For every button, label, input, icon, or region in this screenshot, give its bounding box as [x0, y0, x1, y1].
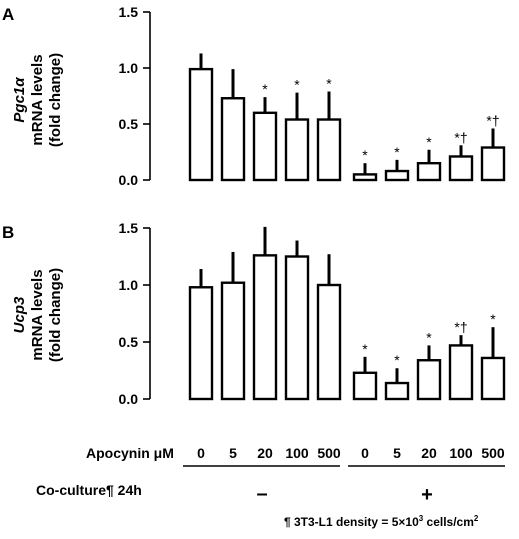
- apocynin-value-0: 0: [197, 445, 205, 461]
- bar-a-0: [188, 67, 214, 182]
- significance-a-7: *: [426, 134, 432, 150]
- panel-b-gene: Ucp3: [11, 296, 28, 333]
- apocynin-value-7: 20: [421, 445, 437, 461]
- bar-b-8: [448, 344, 474, 401]
- bar-a-1: [220, 97, 246, 182]
- significance-b-8: *†: [454, 319, 467, 335]
- y-tick-label-b-0: 0.0: [119, 391, 139, 407]
- bar-a-2: [252, 111, 278, 182]
- significance-b-7: *: [426, 329, 432, 345]
- significance-a-3: *: [294, 77, 300, 93]
- panel-a-ylabel: Pgc1α mRNA levels (fold change): [11, 53, 64, 147]
- bar-a-5: [352, 173, 378, 182]
- significance-b-5: *: [362, 341, 368, 357]
- bar-b-4: [316, 283, 342, 401]
- bar-b-0: [188, 286, 214, 401]
- panel-b-ylabel-line3: (fold change): [47, 268, 64, 362]
- bar-a-6: [384, 169, 410, 182]
- bar-a-4: [316, 118, 342, 182]
- panel-b-ylabel: Ucp3 mRNA levels (fold change): [11, 268, 64, 362]
- y-tick-label-b-2: 1.0: [119, 277, 139, 293]
- panel-b-letter: B: [2, 223, 14, 242]
- bar-b-7: [416, 359, 442, 401]
- bar-a-9: [480, 146, 506, 182]
- y-tick-label-a-0: 0.0: [119, 172, 139, 188]
- plot-b: 0.0 0.5 1.0 1.5 * * * *† *: [119, 220, 506, 407]
- significance-a-4: *: [326, 76, 332, 92]
- bar-b-6: [384, 381, 410, 401]
- apocynin-value-9: 500: [481, 445, 505, 461]
- coculture-plus: +: [421, 484, 433, 506]
- bar-b-2: [252, 254, 278, 401]
- panel-a-ylabel-line3: (fold change): [47, 53, 64, 147]
- significance-a-2: *: [262, 81, 268, 97]
- density-footnote: ¶ 3T3-L1 density = 5×103 cells/cm2: [284, 514, 478, 529]
- y-tick-label-b-1: 0.5: [119, 334, 139, 350]
- apocynin-value-5: 0: [361, 445, 369, 461]
- significance-a-5: *: [362, 147, 368, 163]
- coculture-minus: –: [256, 483, 267, 505]
- bar-b-1: [220, 281, 246, 401]
- significance-a-6: *: [394, 144, 400, 160]
- bar-a-7: [416, 161, 442, 182]
- apocynin-value-4: 500: [317, 445, 341, 461]
- panel-b-ylabel-line2: mRNA levels: [29, 269, 46, 360]
- panel-a-ylabel-line2: mRNA levels: [29, 54, 46, 145]
- footnote-exponent-2: 2: [473, 514, 479, 523]
- apocynin-label: Apocynin μM: [86, 445, 174, 461]
- bar-a-3: [284, 118, 310, 182]
- y-tick-label-a-2: 1.0: [119, 60, 139, 76]
- apocynin-value-6: 5: [393, 445, 401, 461]
- bar-a-8: [448, 155, 474, 182]
- footnote-prefix: ¶ 3T3-L1 density = 5×10: [284, 515, 419, 529]
- coculture-label: Co-culture¶ 24h: [36, 482, 142, 498]
- significance-a-8: *†: [454, 129, 467, 145]
- apocynin-values: 0 5 20 100 500 0 5 20 100 500: [197, 445, 505, 461]
- apocynin-value-8: 100: [449, 445, 473, 461]
- bar-b-5: [352, 371, 378, 401]
- y-tick-label-a-3: 1.5: [119, 4, 139, 20]
- apocynin-value-2: 20: [257, 445, 273, 461]
- apocynin-value-3: 100: [285, 445, 309, 461]
- plot-a: 0.0 0.5 1.0 1.5 * * * * * * *† *†: [119, 4, 506, 188]
- significance-b-6: *: [394, 352, 400, 368]
- footnote-suffix: cells/cm: [423, 515, 474, 529]
- bar-b-3: [284, 255, 310, 401]
- significance-b-9: *: [490, 311, 496, 327]
- bar-b-9: [480, 356, 506, 401]
- significance-a-9: *†: [486, 112, 499, 128]
- y-tick-label-b-3: 1.5: [119, 220, 139, 236]
- footnote-exponent: 3: [418, 514, 424, 523]
- y-tick-label-a-1: 0.5: [119, 116, 139, 132]
- panel-a-gene: Pgc1α: [11, 77, 28, 123]
- panel-a-letter: A: [2, 5, 14, 24]
- apocynin-value-1: 5: [229, 445, 237, 461]
